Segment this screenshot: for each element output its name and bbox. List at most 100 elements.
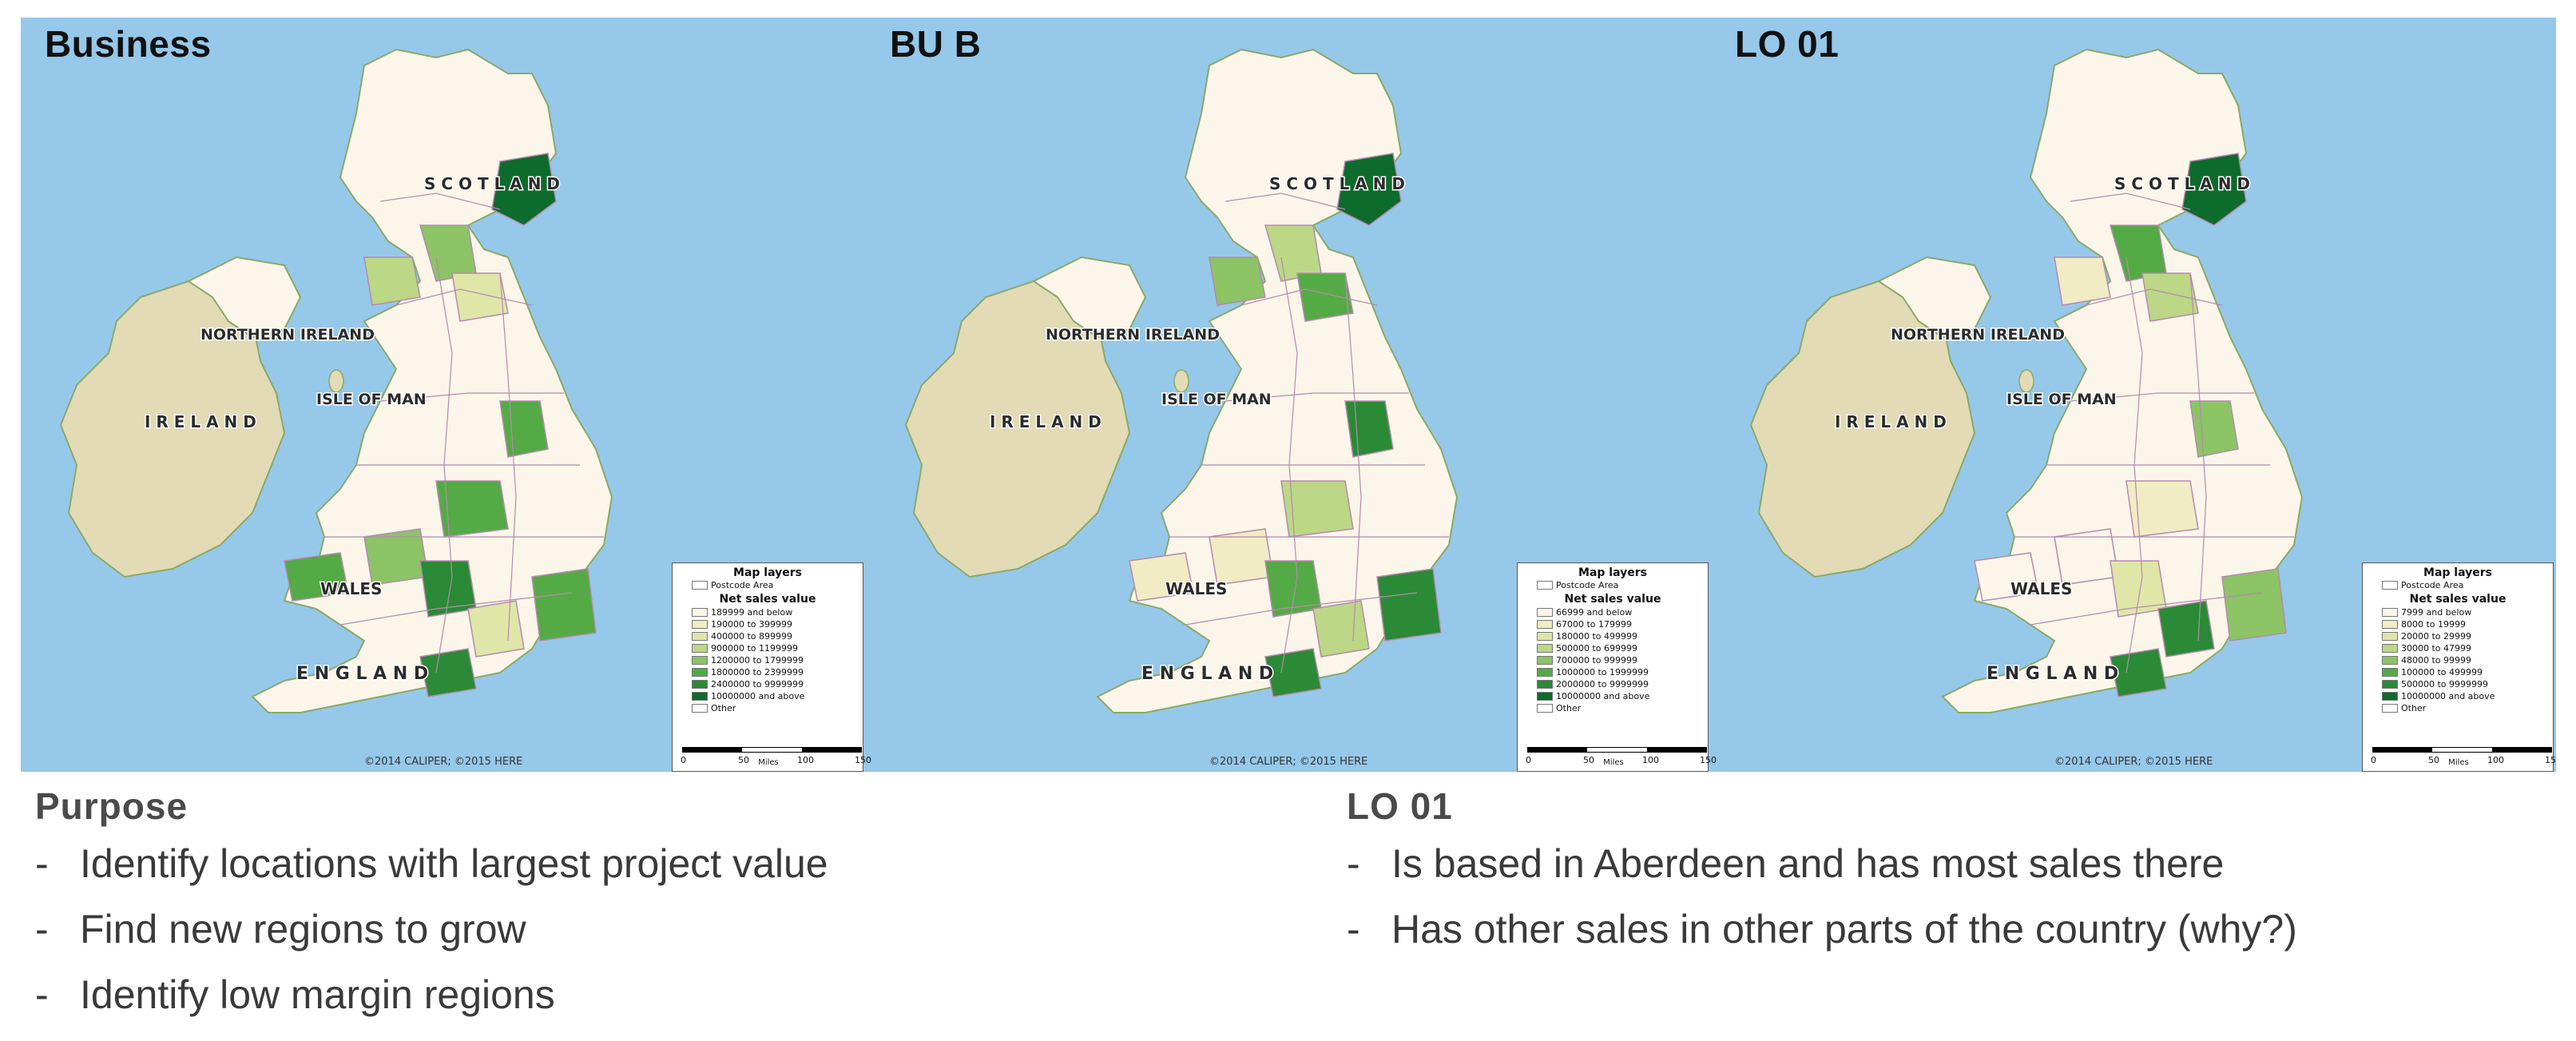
uk-map[interactable]: S C O T L A N D NORTHERN IRELAND ISLE OF… (21, 18, 866, 772)
postcode-region[interactable] (2157, 600, 2215, 658)
label-northern-ireland: NORTHERN IRELAND (200, 326, 375, 344)
postcode-region[interactable] (1312, 600, 1370, 658)
postcode-region[interactable] (2189, 400, 2239, 458)
legend-item: 1000000 to 1999999 (1518, 666, 1708, 678)
legend-swatch (2382, 668, 2398, 677)
legend-layer-item: Postcode Area (673, 579, 863, 591)
postcode-region[interactable] (1264, 648, 1322, 697)
legend-item-label: 7999 and below (2401, 607, 2472, 618)
uk-map[interactable]: S C O T L A N D NORTHERN IRELAND ISLE OF… (866, 18, 1711, 772)
legend-item: 180000 to 499999 (1518, 630, 1708, 642)
legend-item: 2000000 to 9999999 (1518, 678, 1708, 690)
postcode-region[interactable] (1376, 568, 1442, 642)
legend-swatch (2382, 644, 2398, 653)
scale-unit: Miles (1603, 758, 1624, 767)
legend-swatch (692, 632, 708, 641)
legend-subtitle: Net sales value (719, 593, 816, 606)
legend-item-label: 8000 to 19999 (2401, 619, 2467, 630)
great-britain-landmass (1096, 48, 1459, 713)
legend-item: 400000 to 899999 (673, 630, 863, 642)
scale-tick-label: 0 (1526, 755, 1531, 765)
purpose-heading: Purpose (35, 785, 189, 827)
postcode-region[interactable] (1336, 153, 1402, 226)
legend-layer-item: Postcode Area (2363, 579, 2553, 591)
legend-item: 189999 and below (673, 606, 863, 618)
legend-subtitle: Net sales value (1564, 593, 1661, 606)
postcode-region[interactable] (284, 552, 349, 602)
postcode-region[interactable] (451, 272, 509, 322)
legend-item-label: 900000 to 1199999 (711, 643, 799, 654)
legend-item-label: Other (2401, 703, 2427, 713)
legend-item-label: 500000 to 699999 (1556, 643, 1638, 654)
northern-ireland-landmass (1877, 256, 1992, 339)
label-wales: WALES (1165, 579, 1227, 598)
legend-item: 900000 to 1199999 (673, 642, 863, 654)
map-strip: S C O T L A N D NORTHERN IRELAND ISLE OF… (21, 18, 2556, 772)
label-isle-of-man: ISLE OF MAN (316, 391, 427, 408)
postcode-region[interactable] (419, 648, 477, 697)
legend-item: 10000000 and above (1518, 690, 1708, 702)
legend-item: Other (2363, 702, 2553, 714)
legend-item-label: 2400000 to 9999999 (711, 679, 804, 689)
legend-swatch (692, 704, 708, 713)
region-borders (1169, 193, 1449, 673)
postcode-region[interactable] (491, 153, 557, 226)
legend-item-label: 48000 to 99999 (2401, 655, 2472, 666)
isle-of-man-landmass (2018, 369, 2034, 393)
uk-map[interactable]: S C O T L A N D NORTHERN IRELAND ISLE OF… (1711, 18, 2556, 772)
postcode-region[interactable] (1280, 480, 1354, 538)
legend-item-label: 1800000 to 2399999 (711, 667, 804, 677)
postcode-region[interactable] (2054, 256, 2111, 306)
legend-swatch (1537, 632, 1553, 641)
legend-swatch (692, 680, 708, 689)
postcode-region[interactable] (2141, 272, 2199, 322)
legend-item-label: 700000 to 999999 (1556, 655, 1638, 666)
legend-item: 8000 to 19999 (2363, 618, 2553, 630)
postcode-region[interactable] (363, 256, 421, 306)
legend-item: 500000 to 9999999 (2363, 678, 2553, 690)
postcode-region[interactable] (467, 600, 525, 658)
legend-swatch (692, 668, 708, 677)
legend-swatch (1537, 656, 1553, 665)
label-isle-of-man: ISLE OF MAN (2006, 391, 2117, 408)
postcode-region[interactable] (1974, 552, 2039, 602)
legend-swatch (692, 608, 708, 617)
postcode-region[interactable] (435, 480, 509, 538)
label-isle-of-man: ISLE OF MAN (1161, 391, 1272, 408)
postcode-region[interactable] (2181, 153, 2247, 226)
postcode-regions (1974, 153, 2287, 697)
northern-ireland-landmass (187, 256, 302, 339)
postcode-region[interactable] (1344, 400, 1394, 458)
legend-item-label: Other (1556, 703, 1582, 713)
postcode-region[interactable] (1129, 552, 1194, 602)
postcode-region[interactable] (1296, 272, 1354, 322)
legend-item-label: 189999 and below (711, 607, 793, 618)
postcode-region[interactable] (2125, 480, 2199, 538)
label-northern-ireland: NORTHERN IRELAND (1891, 326, 2065, 344)
legend-swatch (1537, 668, 1553, 677)
panel-title: LO 01 (1735, 23, 1840, 65)
postcode-region[interactable] (499, 400, 549, 458)
scale-tick-label: 0 (2371, 755, 2376, 765)
legend-item: 10000000 and above (673, 690, 863, 702)
legend-item-label: 10000000 and above (2401, 691, 2495, 701)
legend-item: 100000 to 499999 (2363, 666, 2553, 678)
postcode-region[interactable] (1209, 256, 1266, 306)
legend-swatch (1537, 704, 1553, 713)
map-legend: Map layers Postcode Area Net sales value… (2362, 562, 2556, 772)
postcode-region[interactable] (2221, 568, 2287, 642)
bullet-item: - Identify low margin regions (35, 972, 555, 1017)
postcode-region[interactable] (2110, 648, 2167, 697)
postcode-region[interactable] (531, 568, 597, 642)
isle-of-man-landmass (328, 369, 344, 393)
label-england: E N G L A N D (1141, 664, 1273, 684)
legend-item: 7999 and below (2363, 606, 2553, 618)
legend-subtitle: Net sales value (2409, 593, 2507, 606)
legend-item-label: 1000000 to 1999999 (1556, 667, 1649, 677)
legend-item-label: 67000 to 179999 (1556, 619, 1633, 630)
bullet-item: - Has other sales in other parts of the c… (1347, 907, 2297, 952)
region-borders (2014, 193, 2294, 673)
bullet-item: - Is based in Aberdeen and has most sales… (1347, 841, 2225, 886)
great-britain-landmass (251, 48, 613, 713)
legend-item: 1200000 to 1799999 (673, 654, 863, 666)
